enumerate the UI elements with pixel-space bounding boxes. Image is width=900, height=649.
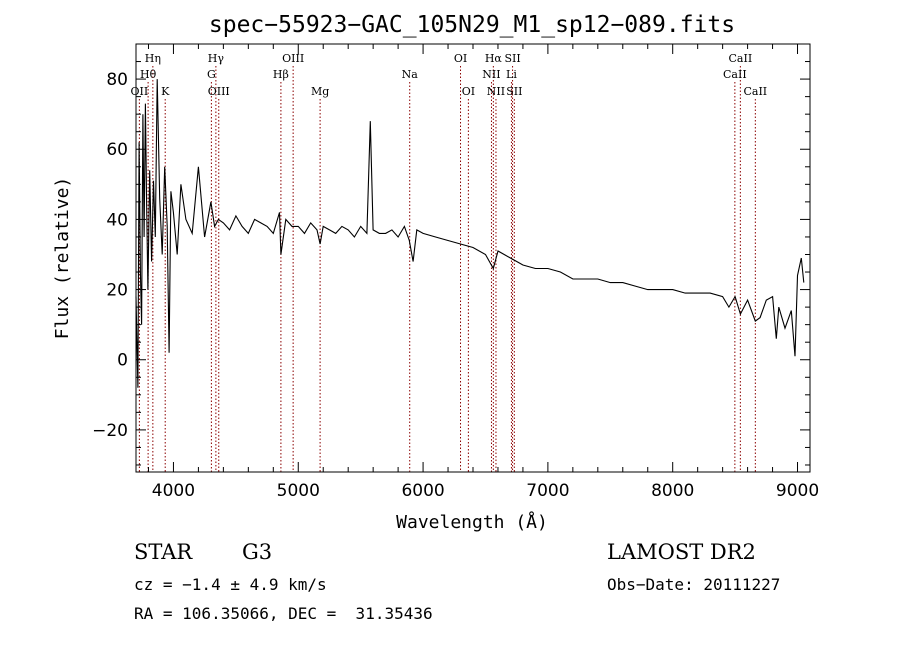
line-marker-label: Na (402, 68, 419, 81)
y-tick-label: 80 (106, 70, 128, 90)
line-marker-label: Li (506, 68, 517, 81)
line-marker-label: OIII (282, 52, 304, 65)
line-marker-label: Hη (145, 52, 161, 65)
redshift-cz: cz = −1.4 ± 4.9 km/s (134, 575, 327, 594)
line-marker-label: Hθ (140, 68, 157, 81)
line-marker-label: CaII (743, 85, 767, 98)
line-marker-label: Hγ (208, 52, 225, 65)
line-marker-label: OI (462, 85, 475, 98)
line-marker-label: CaII (723, 68, 747, 81)
y-tick-label: 60 (106, 140, 128, 160)
spectrum-line (135, 79, 805, 388)
line-marker-label: OIII (208, 85, 230, 98)
line-marker-label: SII (504, 52, 520, 65)
line-marker-label: OI (454, 52, 467, 65)
y-axis-label: Flux (relative) (52, 177, 73, 340)
line-marker-label: CaII (729, 52, 753, 65)
line-marker-label: NII (482, 68, 500, 81)
y-axis: −20 0 20 40 60 80 (92, 43, 810, 466)
line-marker-label: SII (506, 85, 522, 98)
line-marker-label: K (161, 85, 170, 98)
line-marker-label: Mg (311, 85, 329, 98)
line-marker-label: OII (131, 85, 149, 98)
x-tick-label: 7000 (526, 481, 569, 501)
object-subclass: G3 (242, 540, 273, 564)
y-tick-label: 20 (106, 281, 128, 301)
line-marker-label: G (207, 68, 216, 81)
x-tick-label: 9000 (776, 481, 819, 501)
y-tick-label: 0 (117, 351, 128, 371)
x-axis-label: Wavelength (Å) (396, 511, 548, 533)
observation-date: Obs−Date: 20111227 (607, 575, 781, 594)
x-axis: 4000 5000 6000 7000 8000 9000 (147, 44, 819, 501)
x-tick-label: 4000 (152, 481, 195, 501)
y-tick-label: −20 (92, 421, 128, 441)
line-marker-label: NII (487, 85, 505, 98)
x-tick-label: 8000 (651, 481, 694, 501)
line-marker-label: Hα (485, 52, 503, 65)
line-marker-label: Hβ (273, 68, 289, 81)
chart-title: spec−55923−GAC_105N29_M1_sp12−089.fits (209, 12, 735, 38)
x-tick-label: 6000 (401, 481, 444, 501)
y-tick-label: 40 (106, 210, 128, 230)
plot-frame (135, 43, 811, 473)
ra-dec: RA = 106.35066, DEC = 31.35436 (134, 604, 433, 623)
x-tick-label: 5000 (277, 481, 320, 501)
object-class: STAR (134, 540, 193, 564)
survey-name: LAMOST DR2 (607, 540, 756, 564)
